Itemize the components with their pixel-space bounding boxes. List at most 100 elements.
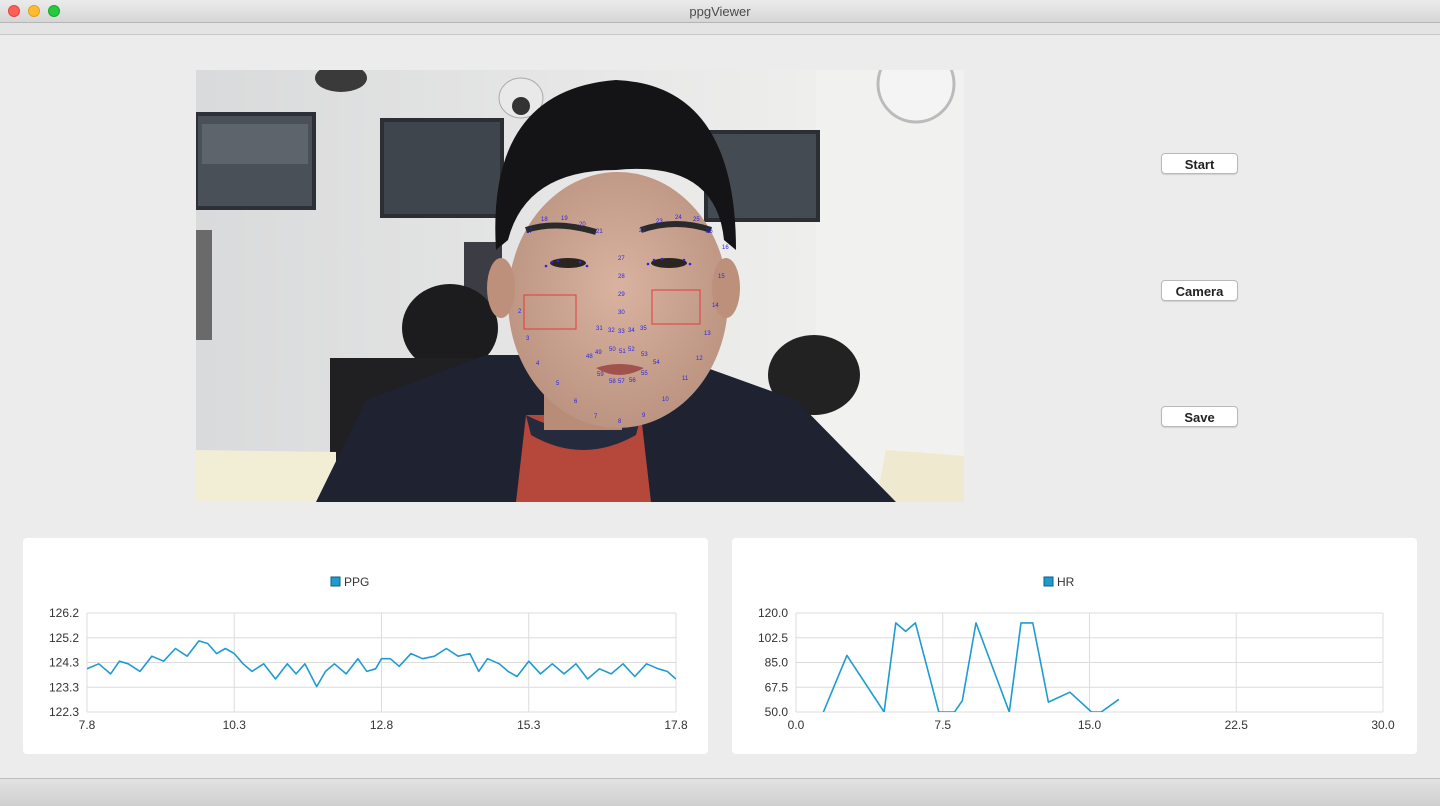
landmark-label: 11 <box>682 376 689 382</box>
landmark-label: 54 <box>653 360 660 366</box>
save-button[interactable]: Save <box>1161 406 1238 427</box>
wall-pillar <box>816 70 964 502</box>
hr-chart: HR 0.0 7.5 15.0 22.5 30.0 120.0 102.5 85.0 67.5 50… <box>758 575 1395 732</box>
y-tick-label: 122.3 <box>49 705 79 719</box>
landmark-label: 58 <box>609 379 616 385</box>
landmark-label: 6 <box>574 399 578 405</box>
landmark-label: 27 <box>618 256 625 262</box>
landmark-label: 10 <box>662 397 669 403</box>
y-tick-label: 85.0 <box>765 656 789 670</box>
x-tick-label: 15.0 <box>1078 718 1102 732</box>
start-button[interactable]: Start <box>1161 153 1238 174</box>
landmark-label: 26 <box>706 229 713 235</box>
eye-landmark-dot <box>550 260 554 264</box>
eye-landmark-dot <box>688 262 692 266</box>
window-center <box>380 118 504 218</box>
collar <box>526 415 641 450</box>
eyebrow-left <box>525 222 597 235</box>
landmark-label: 56 <box>629 378 636 384</box>
landmark-label: 33 <box>618 329 625 335</box>
zoom-window-button[interactable] <box>48 5 60 17</box>
hr-chart-panel: HR 0.0 7.5 15.0 22.5 30.0 120.0 102.5 85.0 67.5 50… <box>732 538 1417 754</box>
camera-feed: 17 18 19 20 21 22 23 24 25 26 16 15 14 13 27 28 29 30 31 32… <box>196 70 964 502</box>
ear-left <box>487 258 515 318</box>
wall-clock <box>876 70 956 124</box>
title-bar: ppgViewer <box>0 0 1440 23</box>
series-line-ppg <box>87 640 676 688</box>
status-strip <box>0 778 1440 806</box>
landmark-label: 4 <box>536 361 540 367</box>
ppg-chart-panel: PPG 7.8 10.3 12.8 15.3 17.8 126.2 125.2 124.3 123… <box>23 538 708 754</box>
eye-landmark-dot <box>556 259 560 263</box>
landmark-label: 57 <box>618 379 625 385</box>
landmark-label: 16 <box>722 245 729 251</box>
minimize-window-button[interactable] <box>28 5 40 17</box>
door-frame <box>196 230 212 340</box>
series-line-hr <box>822 622 1120 712</box>
x-tick-label: 10.3 <box>223 718 247 732</box>
landmark-label: 14 <box>712 303 719 309</box>
landmark-label: 22 <box>639 228 646 234</box>
window-title: ppgViewer <box>689 4 751 19</box>
ppg-chart: PPG 7.8 10.3 12.8 15.3 17.8 126.2 125.2 124.3 123… <box>49 575 688 732</box>
y-tick-label: 50.0 <box>765 705 789 719</box>
landmark-label: 8 <box>618 419 622 425</box>
chart-legend: PPG <box>330 575 369 589</box>
landmark-label: 32 <box>608 328 615 334</box>
landmark-label: 2 <box>518 309 522 315</box>
landmark-label: 23 <box>656 219 663 225</box>
landmark-label: 55 <box>641 371 648 377</box>
person-background-right <box>768 335 860 415</box>
face <box>508 172 728 428</box>
mouth <box>596 364 644 375</box>
legend-swatch <box>1043 576 1054 587</box>
y-tick-label: 126.2 <box>49 606 79 620</box>
x-tick-label: 12.8 <box>370 718 394 732</box>
x-tick-label: 7.8 <box>79 718 96 732</box>
landmark-label: 30 <box>618 310 625 316</box>
landmark-label: 12 <box>696 356 703 362</box>
legend-label: PPG <box>344 575 369 589</box>
landmark-label: 17 <box>526 229 533 235</box>
landmark-label: 15 <box>718 274 725 280</box>
window-left-pane <box>202 124 308 164</box>
landmark-label: 51 <box>619 349 626 355</box>
x-tick-label: 22.5 <box>1225 718 1249 732</box>
close-window-button[interactable] <box>8 5 20 17</box>
landmark-label: 52 <box>628 347 635 353</box>
eye-landmark-dot <box>578 260 582 264</box>
eye-landmark-dot <box>544 264 548 268</box>
legend-swatch <box>330 576 341 587</box>
y-tick-label: 125.2 <box>49 631 79 645</box>
y-tick-label: 67.5 <box>765 680 789 694</box>
landmark-label: 31 <box>596 326 603 332</box>
landmark-label: 50 <box>609 347 616 353</box>
ear-right <box>712 258 740 318</box>
landmark-label: 9 <box>642 413 646 419</box>
y-tick-label: 102.5 <box>758 631 788 645</box>
y-tick-label: 123.3 <box>49 680 79 694</box>
landmark-label: 20 <box>579 222 586 228</box>
landmark-label: 5 <box>556 381 560 387</box>
eye-right <box>651 258 687 268</box>
eye-landmark-dot <box>682 258 686 262</box>
x-tick-label: 15.3 <box>517 718 541 732</box>
camera-button[interactable]: Camera <box>1161 280 1238 301</box>
landmark-label: 28 <box>618 274 625 280</box>
eye-landmark-dot <box>652 258 656 262</box>
eye-landmark-dot <box>646 262 650 266</box>
landmark-label: 13 <box>704 331 711 337</box>
x-tick-label: 30.0 <box>1371 718 1395 732</box>
roi-left-cheek <box>523 294 577 330</box>
landmark-label: 49 <box>595 350 602 356</box>
desk-right <box>876 450 964 502</box>
landmark-label: 35 <box>640 326 647 332</box>
chart-legend: HR <box>1043 575 1075 589</box>
landmark-label: 3 <box>526 336 530 342</box>
hair <box>495 80 736 250</box>
toolbar-strip <box>0 23 1440 35</box>
landmark-label: 19 <box>561 216 568 222</box>
eye-landmark-dot <box>585 264 589 268</box>
x-tick-label: 17.8 <box>664 718 688 732</box>
